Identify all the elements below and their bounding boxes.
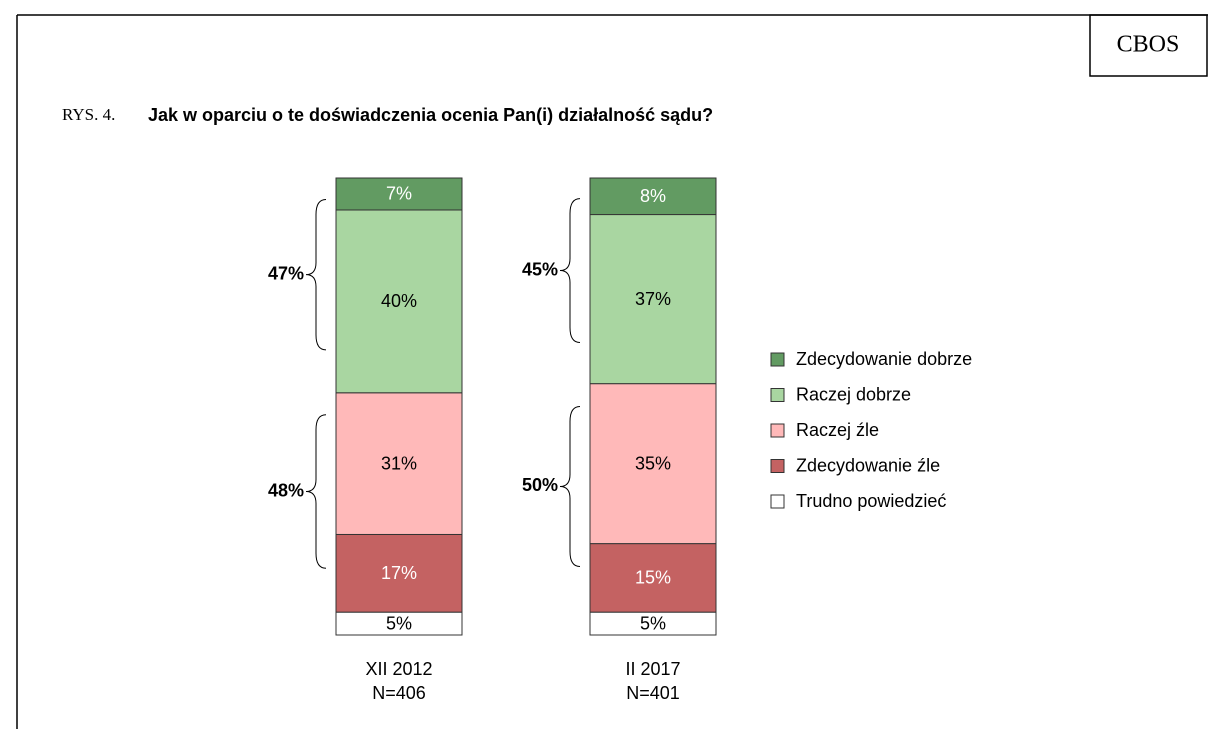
legend-label: Raczej źle [796, 420, 879, 440]
legend-swatch [770, 423, 785, 438]
logo-box [1089, 14, 1208, 77]
brace [305, 198, 327, 351]
brace [305, 414, 327, 569]
chart-title: Jak w oparciu o te doświadczenia ocenia … [148, 105, 713, 125]
bar-segment [589, 177, 717, 216]
category-label: II 2017 [625, 659, 680, 679]
value-label: 8% [640, 186, 666, 206]
value-label: 7% [386, 184, 412, 204]
bar-segment [335, 209, 463, 394]
legend-swatch [770, 388, 785, 402]
value-label: 35% [635, 453, 671, 473]
category-label: XII 2012 [365, 659, 432, 679]
brace [559, 198, 581, 344]
legend-label: Raczej dobrze [796, 384, 911, 404]
bar-segment [589, 383, 717, 545]
legend-swatch [770, 494, 785, 509]
total-label: 48% [268, 480, 304, 500]
value-label: 5% [640, 613, 666, 633]
bar-segment [589, 214, 717, 385]
total-label: 45% [522, 259, 558, 279]
value-label: 5% [386, 613, 412, 633]
value-label: 31% [381, 453, 417, 473]
value-label: 40% [381, 291, 417, 311]
value-label: 17% [381, 563, 417, 583]
bar-segment [335, 177, 463, 211]
legend-label: Zdecydowanie dobrze [796, 349, 972, 369]
logo: CBOS [1117, 32, 1180, 58]
value-label: 15% [635, 568, 671, 588]
legend-label: Zdecydowanie źle [796, 455, 940, 475]
legend-label: Trudno powiedzieć [796, 491, 946, 511]
total-label: 50% [522, 475, 558, 495]
total-label: 47% [268, 263, 304, 283]
brace [559, 406, 581, 567]
sample-size: N=406 [372, 683, 426, 703]
value-label: 37% [635, 289, 671, 309]
sample-size: N=401 [626, 683, 680, 703]
legend-swatch [770, 352, 785, 367]
bar-segment [335, 392, 463, 535]
legend-swatch [770, 459, 785, 473]
figure-label: RYS. 4. [62, 105, 115, 124]
